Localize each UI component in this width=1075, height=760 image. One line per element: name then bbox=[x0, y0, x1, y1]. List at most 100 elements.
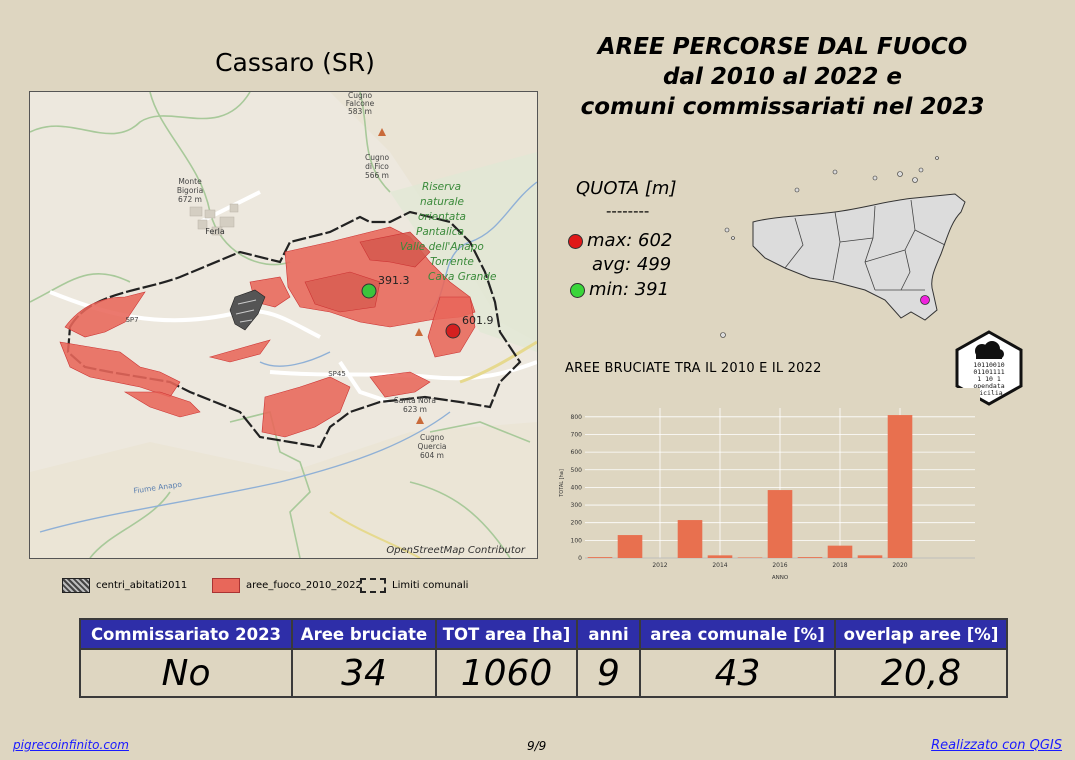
chart-x-tick-label: 2016 bbox=[772, 562, 787, 569]
map-title: Cassaro (SR) bbox=[215, 48, 375, 77]
quota-max: max: 602 bbox=[568, 230, 672, 251]
chart-y-tick-label: 100 bbox=[571, 537, 583, 544]
chart-x-tick-label: 2012 bbox=[652, 562, 667, 569]
municipality-map: Cugno Falcone 583 m Cugno di Fico 566 m … bbox=[29, 91, 538, 559]
page-number: 9/9 bbox=[527, 739, 547, 753]
chart-bar-2020 bbox=[887, 415, 913, 558]
chart-bar-2019 bbox=[857, 555, 883, 558]
stats-value-area-comunale: 43 bbox=[639, 648, 836, 698]
stats-header-commissariato: Commissariato 2023 bbox=[79, 618, 293, 650]
svg-text:Torrente: Torrente bbox=[430, 256, 474, 268]
svg-text:Pantalica: Pantalica bbox=[416, 226, 464, 238]
chart-y-tick-label: 700 bbox=[571, 431, 583, 438]
svg-text:SP45: SP45 bbox=[328, 370, 346, 378]
stats-value-commissariato: No bbox=[79, 648, 293, 698]
cloud-icon bbox=[975, 341, 1004, 359]
chart-bar-2013 bbox=[677, 520, 703, 558]
chart-y-tick-label: 300 bbox=[571, 502, 583, 509]
chart-x-axis-title: ANNO bbox=[772, 575, 789, 581]
stats-value-overlap: 20,8 bbox=[834, 648, 1008, 698]
red-square-icon bbox=[212, 578, 240, 593]
svg-text:604 m: 604 m bbox=[420, 451, 444, 460]
chart-bar-2010 bbox=[587, 557, 613, 558]
cassaro-location-marker bbox=[920, 295, 930, 305]
chart-y-tick-label: 400 bbox=[571, 484, 583, 491]
cassaro-town bbox=[229, 289, 266, 331]
footer-qgis-link[interactable]: Realizzato con QGIS bbox=[931, 738, 1062, 753]
svg-text:Monte: Monte bbox=[178, 177, 202, 186]
stats-header-area-comunale: area comunale [%] bbox=[639, 618, 836, 650]
svg-text:SP7: SP7 bbox=[125, 316, 138, 324]
chart-bar-2016 bbox=[767, 490, 793, 558]
svg-text:Cugno: Cugno bbox=[365, 153, 390, 162]
main-title: AREE PERCORSE DAL FUOCO dal 2010 al 2022… bbox=[580, 34, 985, 120]
chart-y-axis-title: TOTAL [ha] bbox=[559, 469, 565, 498]
burned-areas-bar-chart: 0 100 200 300 400 500 600 700 800 2012 2014 2016 201… bbox=[555, 388, 980, 588]
fire-areas bbox=[59, 226, 476, 438]
svg-text:Cugno: Cugno bbox=[348, 92, 373, 100]
svg-text:10110010: 10110010 bbox=[973, 361, 1004, 369]
map-legend: centri_abitati2011 aree_fuoco_2010_2022 … bbox=[62, 578, 542, 596]
svg-text:Bigoria: Bigoria bbox=[177, 186, 203, 195]
opendata-sicilia-logo: 10110010 01101111 1 10 1 opendata sicili… bbox=[955, 330, 1023, 406]
chart-bar-2014 bbox=[707, 555, 733, 558]
chart-y-tick-label: 200 bbox=[571, 520, 583, 527]
quota-avg: avg: 499 bbox=[592, 254, 672, 275]
svg-text:Ferla: Ferla bbox=[205, 227, 225, 236]
svg-text:Quercia: Quercia bbox=[418, 442, 447, 451]
quota-separator: -------- bbox=[606, 202, 650, 220]
stats-value-tot-area: 1060 bbox=[435, 648, 578, 698]
min-elevation-label: 391.3 bbox=[378, 274, 410, 287]
quota-min: min: 391 bbox=[570, 279, 669, 300]
min-elevation-marker bbox=[361, 283, 377, 299]
stats-value-anni: 9 bbox=[576, 648, 641, 698]
svg-text:Riserva: Riserva bbox=[422, 181, 461, 193]
svg-text:672 m: 672 m bbox=[178, 195, 202, 204]
svg-text:Cava Grande: Cava Grande bbox=[428, 271, 496, 283]
chart-x-tick-label: 2018 bbox=[832, 562, 847, 569]
red-dot-icon bbox=[568, 233, 583, 249]
legend-item-centri: centri_abitati2011 bbox=[62, 578, 187, 593]
dashed-square-icon bbox=[360, 578, 386, 593]
svg-text:Valle dell'Anapo: Valle dell'Anapo bbox=[400, 241, 484, 253]
sicily-locator-map bbox=[715, 150, 975, 345]
svg-text:623 m: 623 m bbox=[403, 405, 427, 414]
svg-text:01101111: 01101111 bbox=[973, 368, 1004, 376]
chart-bar-2017 bbox=[797, 557, 823, 558]
green-dot-icon bbox=[570, 282, 585, 298]
chart-bar-2011 bbox=[617, 535, 643, 558]
map-canvas: Cugno Falcone 583 m Cugno di Fico 566 m … bbox=[30, 92, 537, 558]
svg-text:1 10 1: 1 10 1 bbox=[977, 375, 1001, 383]
stats-header-overlap: overlap aree [%] bbox=[834, 618, 1008, 650]
chart-y-tick-label: 500 bbox=[571, 467, 583, 474]
chart-bar-2015 bbox=[737, 557, 763, 558]
svg-text:orientata: orientata bbox=[418, 211, 466, 223]
stats-header-aree: Aree bruciate bbox=[291, 618, 437, 650]
quota-title: QUOTA [m] bbox=[576, 178, 677, 199]
svg-text:Santa Nora: Santa Nora bbox=[394, 396, 436, 405]
svg-text:583 m: 583 m bbox=[348, 107, 372, 116]
max-elevation-marker bbox=[445, 323, 461, 339]
stats-table: Commissariato 2023 Aree bruciate TOT are… bbox=[79, 618, 1008, 698]
svg-text:Falcone: Falcone bbox=[346, 99, 375, 108]
stats-header-anni: anni bbox=[576, 618, 641, 650]
svg-text:Cugno: Cugno bbox=[420, 433, 445, 442]
svg-text:opendata: opendata bbox=[973, 382, 1004, 390]
chart-x-tick-label: 2020 bbox=[892, 562, 907, 569]
max-elevation-label: 601.9 bbox=[462, 314, 494, 327]
stats-value-aree: 34 bbox=[291, 648, 437, 698]
svg-text:566 m: 566 m bbox=[365, 171, 389, 180]
svg-text:di Fico: di Fico bbox=[365, 162, 389, 171]
chart-y-tick-label: 0 bbox=[578, 555, 582, 562]
stats-header-tot-area: TOT area [ha] bbox=[435, 618, 578, 650]
chart-y-tick-label: 600 bbox=[571, 449, 583, 456]
svg-text:sicilia: sicilia bbox=[975, 389, 1002, 397]
chart-bar-2018 bbox=[827, 545, 853, 558]
chart-y-tick-label: 800 bbox=[571, 414, 583, 421]
legend-item-aree-fuoco: aree_fuoco_2010_2022 bbox=[212, 578, 362, 593]
hatched-square-icon bbox=[62, 578, 90, 593]
svg-text:naturale: naturale bbox=[420, 196, 464, 208]
chart-title: AREE BRUCIATE TRA IL 2010 E IL 2022 bbox=[565, 361, 822, 376]
map-credit: OpenStreetMap Contributor bbox=[386, 545, 525, 556]
footer-website-link[interactable]: pigrecoinfinito.com bbox=[13, 738, 129, 752]
